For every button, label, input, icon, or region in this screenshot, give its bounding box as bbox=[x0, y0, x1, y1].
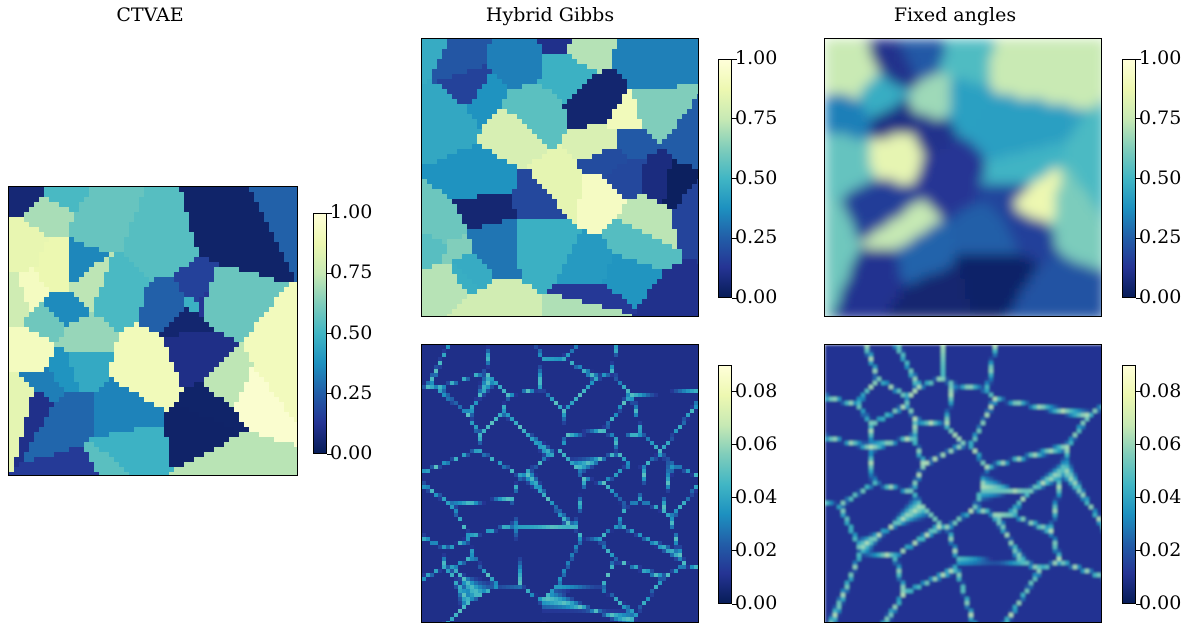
hybrid-gibbs-orientation-colorbar-tick-label: 1.00 bbox=[735, 47, 778, 69]
hybrid-gibbs-orientation-colorbar-tick bbox=[732, 297, 737, 299]
fixed-angles-orientation-colorbar-tick bbox=[1136, 237, 1141, 239]
fixed-angles-std-colorbar-tick bbox=[1136, 444, 1141, 446]
ctvae-colorbar-tick-label: 0.25 bbox=[330, 381, 373, 404]
fixed-angles-orientation-colorbar-tick-label: 0.25 bbox=[1139, 226, 1182, 249]
fixed-angles-std-colorbar-tick bbox=[1136, 550, 1141, 552]
fixed-angles-orientation-colorbar-tick bbox=[1136, 297, 1141, 299]
hybrid-gibbs-orientation-colorbar-tick-label: 0.50 bbox=[735, 166, 778, 189]
hybrid-gibbs-std-colorbar bbox=[718, 365, 732, 604]
fixed-angles-orientation-colorbar-tick-label: 0.50 bbox=[1139, 166, 1182, 189]
hybrid-gibbs-std-image bbox=[422, 345, 698, 622]
panel-title-fixed-angles: Fixed angles bbox=[893, 4, 1017, 26]
hybrid-gibbs-std-colorbar-tick-label: 0.08 bbox=[735, 379, 778, 402]
hybrid-gibbs-std-colorbar-tick bbox=[732, 550, 737, 552]
ctvae-colorbar-tick bbox=[327, 333, 332, 334]
fixed-angles-orientation-colorbar-tick-label: 1.00 bbox=[1139, 47, 1182, 69]
hybrid-gibbs-orientation-colorbar-tick bbox=[732, 58, 737, 60]
hybrid-gibbs-std-colorbar-tick-label: 0.00 bbox=[735, 592, 778, 614]
ctvae-heatmap-image bbox=[9, 187, 297, 475]
panel-title-ctvae: CTVAE bbox=[116, 4, 184, 26]
fixed-angles-std-colorbar-tick bbox=[1136, 391, 1141, 393]
hybrid-gibbs-std-colorbar-tick bbox=[732, 444, 737, 446]
ctvae-colorbar-tick-label: 1.00 bbox=[330, 201, 373, 223]
fixed-angles-std-colorbar bbox=[1122, 365, 1136, 604]
fixed-angles-std-colorbar-tick-label: 0.08 bbox=[1139, 379, 1182, 402]
hybrid-gibbs-orientation-image bbox=[422, 39, 698, 316]
fixed-angles-std-colorbar-tick-label: 0.02 bbox=[1139, 538, 1182, 561]
fixed-angles-std-colorbar-tick-label: 0.04 bbox=[1139, 485, 1182, 508]
hybrid-gibbs-orientation-colorbar-tick-label: 0.00 bbox=[735, 286, 778, 308]
fixed-angles-orientation-colorbar-tick bbox=[1136, 178, 1141, 179]
ctvae-colorbar-tick bbox=[327, 272, 332, 274]
fixed-angles-std-image bbox=[825, 345, 1101, 622]
fixed-angles-orientation-colorbar-tick-label: 0.00 bbox=[1139, 286, 1182, 308]
fixed-angles-orientation-colorbar-tick bbox=[1136, 118, 1141, 120]
fixed-angles-std-heatmap bbox=[824, 344, 1102, 623]
fixed-angles-std-colorbar-tick bbox=[1136, 497, 1141, 499]
hybrid-gibbs-std-colorbar-tick-label: 0.04 bbox=[735, 485, 778, 508]
ctvae-colorbar-tick bbox=[327, 393, 332, 395]
fixed-angles-std-colorbar-tick-label: 0.06 bbox=[1139, 432, 1182, 455]
hybrid-gibbs-std-colorbar-tick bbox=[732, 391, 737, 393]
hybrid-gibbs-std-heatmap bbox=[421, 344, 699, 623]
hybrid-gibbs-std-colorbar-tick bbox=[732, 497, 737, 499]
ctvae-colorbar-tick-label: 0.75 bbox=[330, 261, 373, 284]
fixed-angles-orientation-colorbar-tick bbox=[1136, 58, 1141, 60]
hybrid-gibbs-orientation-colorbar bbox=[718, 59, 732, 298]
hybrid-gibbs-orientation-heatmap bbox=[421, 38, 699, 317]
hybrid-gibbs-std-colorbar-tick bbox=[732, 603, 737, 605]
ctvae-colorbar-tick bbox=[327, 453, 332, 455]
hybrid-gibbs-orientation-colorbar-tick bbox=[732, 118, 737, 120]
panel-title-hybrid-gibbs: Hybrid Gibbs bbox=[485, 4, 615, 26]
hybrid-gibbs-orientation-colorbar-tick-label: 0.25 bbox=[735, 226, 778, 249]
hybrid-gibbs-std-colorbar-tick-label: 0.06 bbox=[735, 432, 778, 455]
fixed-angles-std-colorbar-tick bbox=[1136, 603, 1141, 605]
ctvae-colorbar-tick-label: 0.00 bbox=[330, 442, 373, 464]
ctvae-colorbar-tick bbox=[327, 212, 332, 214]
fixed-angles-orientation-image bbox=[825, 39, 1101, 316]
fixed-angles-orientation-colorbar-tick-label: 0.75 bbox=[1139, 106, 1182, 129]
fixed-angles-orientation-heatmap bbox=[824, 38, 1102, 317]
hybrid-gibbs-orientation-colorbar-tick-label: 0.75 bbox=[735, 106, 778, 129]
ctvae-heatmap bbox=[8, 186, 298, 476]
hybrid-gibbs-std-colorbar-tick-label: 0.02 bbox=[735, 538, 778, 561]
hybrid-gibbs-orientation-colorbar-tick bbox=[732, 237, 737, 239]
fixed-angles-orientation-colorbar bbox=[1122, 59, 1136, 298]
fixed-angles-std-colorbar-tick-label: 0.00 bbox=[1139, 592, 1182, 614]
ctvae-colorbar-tick-label: 0.50 bbox=[330, 321, 373, 344]
hybrid-gibbs-orientation-colorbar-tick bbox=[732, 178, 737, 179]
ctvae-colorbar bbox=[313, 213, 327, 454]
